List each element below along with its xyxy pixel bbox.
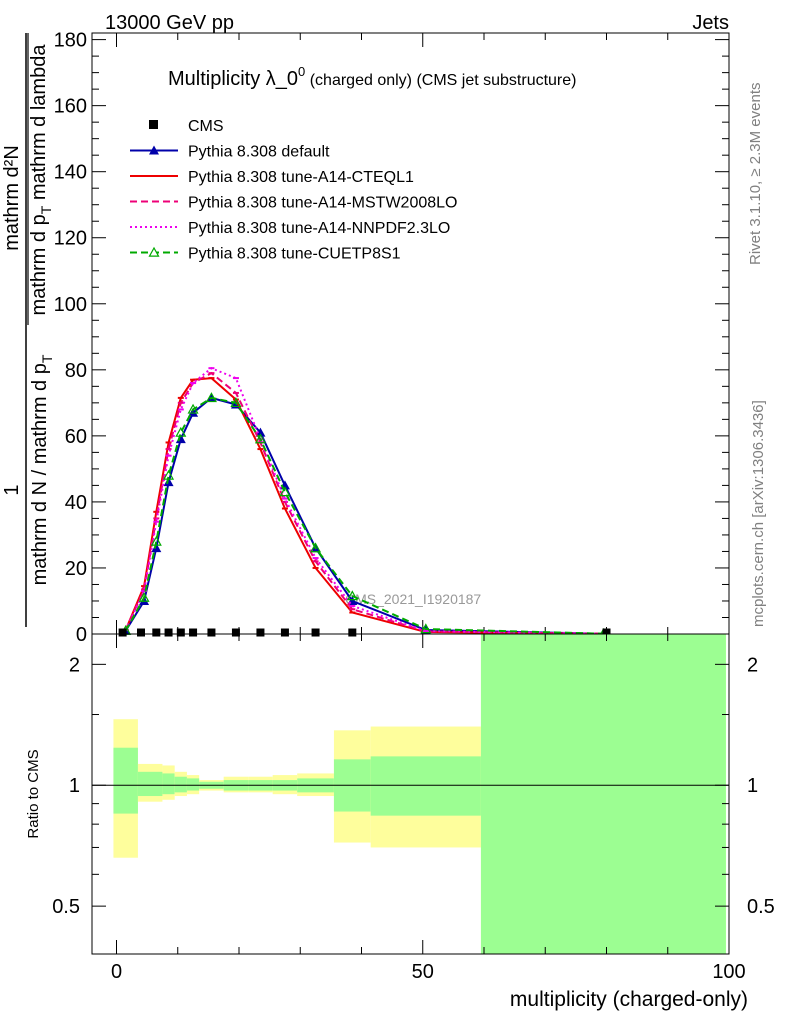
cms-point: [231, 628, 240, 637]
main-ylabel: 1 mathrm d N / mathrm d pT mathrm d²N ma…: [1, 33, 55, 627]
cms-point: [152, 628, 161, 637]
ratio-xticks: 0 50 100: [111, 634, 746, 983]
series-marker: [150, 535, 162, 546]
cms-point: [189, 628, 198, 637]
legend-marker: [149, 145, 159, 155]
series-marker: [139, 595, 150, 605]
series-marker: [151, 543, 162, 553]
cms-point: [137, 628, 145, 637]
cms-point: [602, 628, 611, 637]
ratio-bands: [113, 634, 726, 954]
ratio-stat-band: [370, 756, 481, 816]
rivet-label: Rivet 3.1.10, ≥ 2.3M events: [747, 83, 764, 266]
ratio-y-tick-label-right: 1: [747, 775, 758, 797]
legend-cms-marker: [149, 120, 158, 129]
x-tick-label: 50: [412, 961, 434, 983]
ylabel-num2: mathrm d²N: [1, 145, 23, 251]
y-tick-label: 60: [65, 426, 87, 448]
legend: CMS Pythia 8.308 default Pythia 8.308 tune…: [130, 118, 457, 263]
ratio-stat-band: [174, 776, 187, 793]
cms-point: [256, 628, 265, 637]
y-tick-label: 140: [54, 162, 87, 184]
header-right: Jets: [692, 12, 729, 34]
ratio-y-tick-label: 1: [69, 775, 80, 797]
series-marker: [310, 542, 322, 553]
y-tick-label: 0: [76, 624, 87, 646]
ylabel-den-main: mathrm d N / mathrm d pT: [29, 354, 55, 585]
cms-point: [176, 628, 185, 637]
y-tick-label: 20: [65, 558, 87, 580]
main-yticks: 0 20 40 60 80 100 120 140 160 180: [54, 30, 729, 646]
series-line: [124, 377, 604, 635]
series-marker: [255, 427, 266, 437]
series-marker: [420, 623, 432, 634]
ratio-y-tick-label-right: 2: [747, 654, 758, 676]
series-marker: [254, 433, 266, 444]
y-tick-label: 100: [54, 294, 87, 316]
ylabel-den2: mathrm d pT mathrm d lambda: [28, 44, 54, 316]
y-tick-label: 120: [54, 228, 87, 250]
series-marker: [205, 392, 217, 403]
series-marker: [346, 590, 358, 601]
ratio-stat-band: [113, 747, 138, 814]
ratio-frame: [91, 633, 730, 955]
y-tick-label: 180: [54, 30, 87, 52]
series-line: [124, 396, 604, 635]
x-tick-label: 100: [712, 961, 745, 983]
main-series: [120, 367, 609, 638]
legend-label: CMS: [188, 118, 224, 135]
ratio-panel: 0.5 0.5 1 1 2 2 0 50 100 Ratio to CMS multiplic…: [25, 633, 775, 1011]
ratio-stat-band: [162, 773, 175, 795]
ratio-y-tick-label: 2: [69, 654, 80, 676]
analysis-label: CMS_2021_I1920187: [345, 591, 481, 607]
ratio-stat-band: [137, 771, 163, 797]
y-tick-label: 80: [65, 360, 87, 382]
ratio-ylabel: Ratio to CMS: [25, 749, 42, 838]
header-left: 13000 GeV pp: [105, 12, 234, 34]
cms-point: [311, 628, 320, 637]
series-marker: [163, 477, 174, 487]
cms-point: [164, 628, 173, 637]
cms-point: [207, 628, 216, 637]
legend-label: Pythia 8.308 tune-A14-MSTW2008LO: [188, 195, 457, 212]
cms-point: [280, 628, 289, 637]
series-marker: [138, 591, 150, 602]
legend-label: Pythia 8.308 default: [188, 144, 330, 161]
series-marker: [188, 407, 199, 417]
ratio-stat-band: [186, 778, 200, 791]
ratio-y-tick-label: 0.5: [52, 896, 80, 918]
ratio-yticks: 0.5 0.5 1 1 2 2: [52, 654, 775, 918]
series-marker: [187, 403, 199, 414]
y-tick-label: 160: [54, 96, 87, 118]
cms-point: [348, 628, 357, 637]
series-marker: [175, 426, 187, 437]
ylabel-num-main: 1: [1, 484, 23, 495]
series-marker: [279, 486, 291, 497]
main-title: Multiplicity λ_00 (charged only) (CMS je…: [168, 64, 576, 90]
series-marker: [230, 397, 242, 408]
y-tick-label: 40: [65, 492, 87, 514]
legend-label: Pythia 8.308 tune-A14-NNPDF2.3LO: [188, 220, 450, 237]
series-marker: [163, 469, 175, 480]
x-axis-label: multiplicity (charged-only): [510, 988, 748, 1011]
mcplots-label: mcplots.cern.ch [arXiv:1306.3436]: [750, 400, 767, 627]
legend-label: Pythia 8.308 tune-CUETP8S1: [188, 246, 401, 263]
main-panel: 0 20 40 60 80 100 120 140 160 180 CMS_2021_I19201…: [54, 30, 730, 646]
ratio-stat-band: [480, 634, 726, 954]
cms-point: [118, 628, 127, 637]
cms-points: [118, 628, 611, 637]
legend-label: Pythia 8.308 tune-A14-CTEQL1: [188, 169, 414, 186]
legend-marker: [148, 246, 160, 257]
x-tick-label: 0: [111, 961, 122, 983]
ratio-y-tick-label-right: 0.5: [747, 896, 775, 918]
